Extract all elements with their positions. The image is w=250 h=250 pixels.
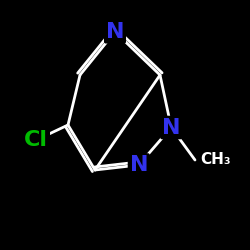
Text: CH₃: CH₃	[200, 152, 230, 168]
Text: N: N	[130, 155, 148, 175]
Text: N: N	[106, 22, 124, 42]
Text: Cl: Cl	[24, 130, 48, 150]
Text: N: N	[162, 118, 180, 138]
